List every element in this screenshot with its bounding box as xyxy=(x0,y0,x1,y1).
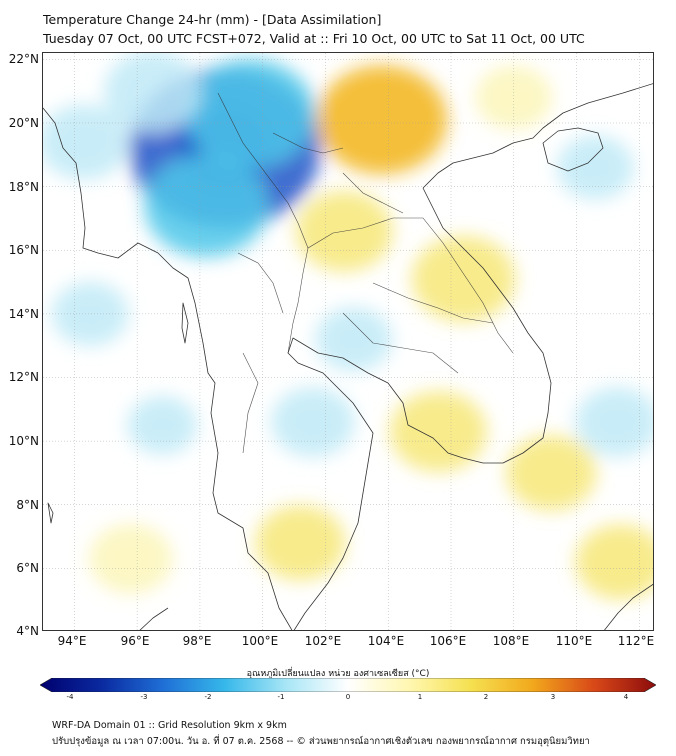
lat-label: 4°N xyxy=(16,624,39,638)
lon-label: 104°E xyxy=(367,634,405,648)
lat-label: 16°N xyxy=(8,243,39,257)
mekong-coast xyxy=(422,187,552,464)
anomaly-blob-malay-warm xyxy=(255,505,346,581)
lon-label: 108°E xyxy=(492,634,530,648)
lon-label: 112°E xyxy=(617,634,655,648)
lat-label: 6°N xyxy=(16,561,39,575)
lat-label: 18°N xyxy=(8,180,39,194)
graticule xyxy=(43,53,653,630)
lon-label: 100°E xyxy=(241,634,279,648)
lat-label: 20°N xyxy=(8,116,39,130)
anomaly-blob-andaman-cool xyxy=(51,281,129,346)
colorbar-tick-label: -2 xyxy=(204,693,212,701)
anomaly-map xyxy=(43,53,653,630)
lon-label: 98°E xyxy=(182,634,212,648)
nicobar-islands xyxy=(47,502,54,524)
colorbar-title: อุณหภูมิเปลี่ยนแปลง หน่วย องศาเซลเซียส (… xyxy=(246,669,430,679)
gulf-coast xyxy=(287,337,464,630)
lon-label: 94°E xyxy=(57,634,87,648)
colorbar-tick-label: 3 xyxy=(550,693,556,701)
footer-credit: ปรับปรุงข้อมูล ณ เวลา 07:00น. วัน อ. ที่… xyxy=(52,736,590,747)
colorbar xyxy=(40,678,656,692)
colorbar-tick-label: -3 xyxy=(140,693,148,701)
map-title: Temperature Change 24-hr (mm) - [Data As… xyxy=(43,12,382,27)
lat-label: 22°N xyxy=(8,52,39,66)
anomaly-blob-south-china-cool xyxy=(557,135,634,200)
map-panel xyxy=(42,52,654,631)
lat-label: 10°N xyxy=(8,434,39,448)
anomaly-blob-myanmar-cool-arm xyxy=(184,59,316,168)
anomaly-blob-cambodia-south-warm xyxy=(389,391,487,472)
anomaly-field xyxy=(43,53,653,600)
sumatra-coast xyxy=(139,607,169,630)
colorbar-tick-label: 1 xyxy=(417,693,423,701)
tonkin-coast xyxy=(422,83,653,189)
colorbar-gradient xyxy=(40,678,656,692)
hainan-island xyxy=(542,127,604,172)
anomaly-blob-vietnam-central-warm xyxy=(411,235,516,323)
anomaly-blob-southeast-sea-warm xyxy=(506,435,597,511)
lat-label: 14°N xyxy=(8,307,39,321)
anomaly-blob-hainan-east-warm xyxy=(475,65,553,130)
coastlines xyxy=(43,83,653,630)
colorbar-tick-label: -4 xyxy=(66,693,74,701)
anomaly-blob-myanmar-cool-south xyxy=(144,154,269,258)
colorbar-tick-label: 4 xyxy=(623,693,629,701)
colorbar-tick-label: 2 xyxy=(483,693,489,701)
country-borders xyxy=(217,92,514,454)
colorbar-tick-label: 0 xyxy=(345,693,351,701)
lon-label: 106°E xyxy=(429,634,467,648)
borneo-coast xyxy=(604,583,653,630)
anomaly-blob-far-southeast-warm xyxy=(575,524,653,600)
map-subtitle: Tuesday 07 Oct, 00 UTC FCST+072, Valid a… xyxy=(43,31,585,46)
myanmar-coast xyxy=(43,107,293,630)
anomaly-blob-upper-laos-warm xyxy=(316,65,448,175)
lon-label: 96°E xyxy=(120,634,150,648)
anomaly-blob-southwest-warm xyxy=(89,524,173,594)
anomaly-blob-central-thailand-cool xyxy=(315,307,393,372)
anomaly-blob-gulf-of-thailand-cool xyxy=(271,387,355,457)
anomaly-blob-west-bay-cool xyxy=(43,104,129,180)
lon-label: 110°E xyxy=(555,634,593,648)
anomaly-blob-east-sea-cool xyxy=(575,387,653,457)
lat-label: 8°N xyxy=(16,498,39,512)
anomaly-blob-andaman-south-cool xyxy=(127,396,198,455)
anomaly-blob-northwest-cool xyxy=(104,53,202,132)
lat-label: 12°N xyxy=(8,370,39,384)
footer-model-info: WRF-DA Domain 01 :: Grid Resolution 9km … xyxy=(52,720,287,731)
lon-label: 102°E xyxy=(304,634,342,648)
andaman-islands xyxy=(181,302,189,344)
colorbar-tick-label: -1 xyxy=(277,693,285,701)
